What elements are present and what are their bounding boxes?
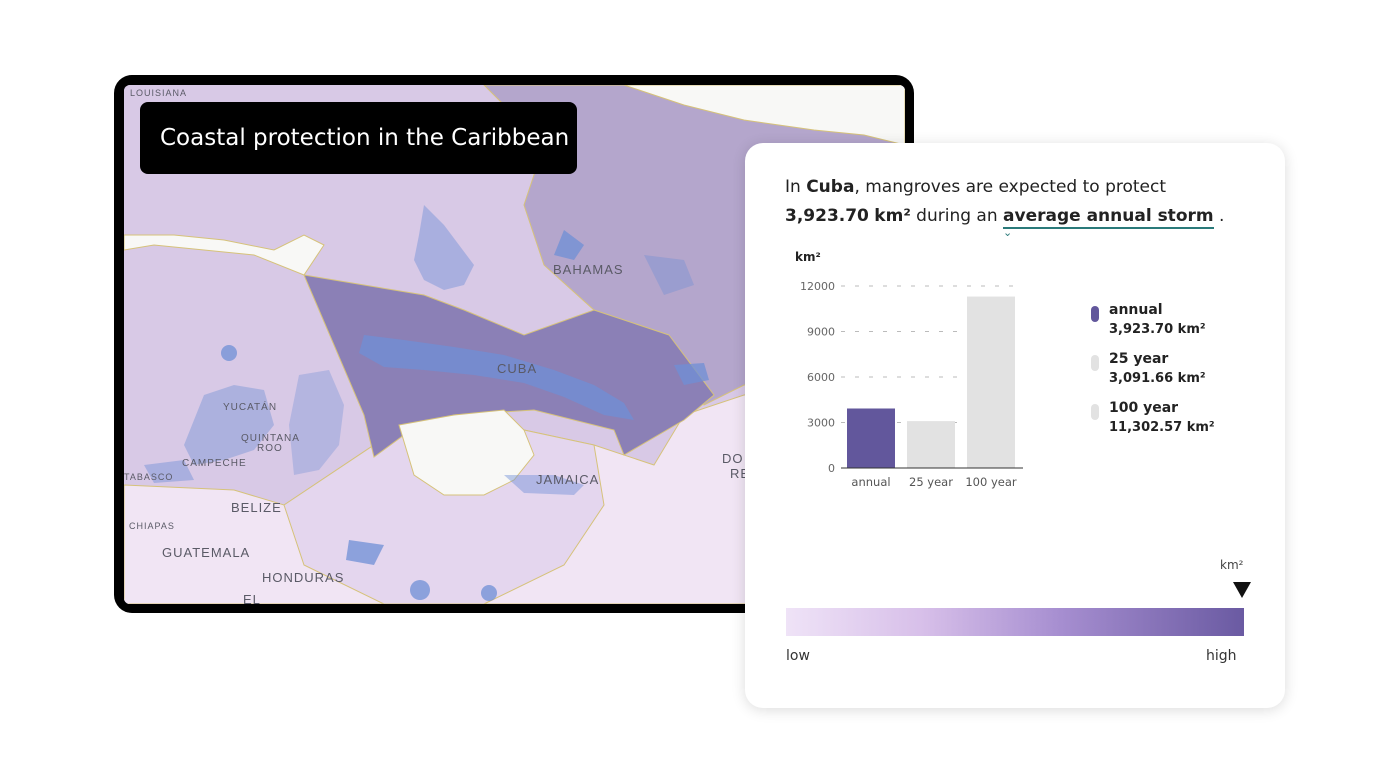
map-label-yucatan: YUCATÁN (223, 400, 277, 413)
map-label-campeche: CAMPECHE (182, 458, 247, 469)
legend-name: 25 year (1109, 351, 1169, 367)
map-label-quintana: QUINTANA (241, 433, 300, 444)
gulf-patch (124, 234, 325, 276)
scale-high-label: high (1206, 648, 1237, 664)
map-label-guatemala: GUATEMALA (162, 545, 250, 560)
map-title: Coastal protection in the Caribbean (140, 102, 577, 174)
legend-value: 3,091.66 km² (1109, 371, 1206, 386)
x-tick-label: annual (851, 475, 890, 489)
x-tick-label: 25 year (909, 475, 953, 489)
y-tick-label: 0 (828, 462, 835, 475)
summary-middle: , mangroves are expected to protect (854, 177, 1167, 197)
legend-item-25-year: 25 year 3,091.66 km² (1091, 350, 1215, 399)
y-tick-label: 12000 (800, 280, 835, 293)
legend-name: 100 year (1109, 400, 1179, 416)
map-label-chiapas: CHIAPAS (129, 521, 175, 531)
map-label-jamaica: JAMAICA (536, 472, 599, 487)
summary-unit: km² (874, 206, 911, 226)
south-patch (398, 409, 535, 496)
map-label-el: EL (243, 592, 261, 604)
summary-prefix: In (785, 177, 807, 197)
legend-item-annual: annual 3,923.70 km² (1091, 301, 1215, 350)
summary-during: during an (910, 206, 1004, 226)
map-label-do: DO (722, 451, 744, 466)
summary-value: 3,923.70 (785, 206, 869, 226)
atlantic-patch (623, 85, 905, 146)
storm-selector[interactable]: average annual storm (1003, 206, 1214, 229)
x-tick-label: 100 year (965, 475, 1017, 489)
map-label-louisiana: LOUISIANA (130, 88, 187, 98)
info-card: In Cuba, mangroves are expected to prote… (745, 143, 1285, 708)
map-label-honduras: HONDURAS (262, 570, 344, 585)
bar-chart: km² 12000 9000 6000 3000 0 annual 25 year 100 ye… (785, 243, 1085, 508)
legend-item-100-year: 100 year 11,302.57 km² (1091, 399, 1215, 448)
color-scale-bar (786, 608, 1244, 636)
bar-25-year (907, 421, 955, 468)
map-label-tabasco: TABASCO (124, 472, 173, 482)
bar-100-year (967, 296, 1015, 468)
y-axis-unit: km² (795, 250, 821, 264)
map-label-bahamas: BAHAMAS (553, 262, 624, 277)
map-label-re: RE (730, 466, 750, 481)
scale-marker-icon (1233, 582, 1251, 598)
bar-annual (847, 408, 895, 468)
mangrove-areas (144, 205, 709, 601)
chart-legend: annual 3,923.70 km² 25 year 3,091.66 km²… (1091, 301, 1215, 448)
map-label-cuba: CUBA (497, 361, 537, 376)
summary-suffix: . (1213, 206, 1225, 226)
legend-swatch-25-year (1091, 355, 1099, 371)
map-label-belize: BELIZE (231, 500, 282, 515)
legend-value: 3,923.70 km² (1109, 322, 1206, 337)
y-tick-label: 3000 (807, 417, 835, 430)
legend-swatch-100-year (1091, 404, 1099, 420)
y-tick-label: 9000 (807, 326, 835, 339)
scale-low-label: low (786, 648, 810, 664)
map-label-roo: ROO (257, 443, 283, 454)
summary-text: In Cuba, mangroves are expected to prote… (785, 173, 1245, 231)
chevron-down-icon[interactable]: ⌄ (1003, 227, 1013, 239)
legend-name: annual (1109, 302, 1163, 318)
legend-swatch-annual (1091, 306, 1099, 322)
y-tick-label: 6000 (807, 371, 835, 384)
summary-country: Cuba (806, 177, 855, 197)
bar-chart-svg: km² 12000 9000 6000 3000 0 annual 25 year 100 ye… (795, 250, 1023, 489)
scale-unit: km² (1220, 558, 1244, 572)
legend-value: 11,302.57 km² (1109, 420, 1215, 435)
